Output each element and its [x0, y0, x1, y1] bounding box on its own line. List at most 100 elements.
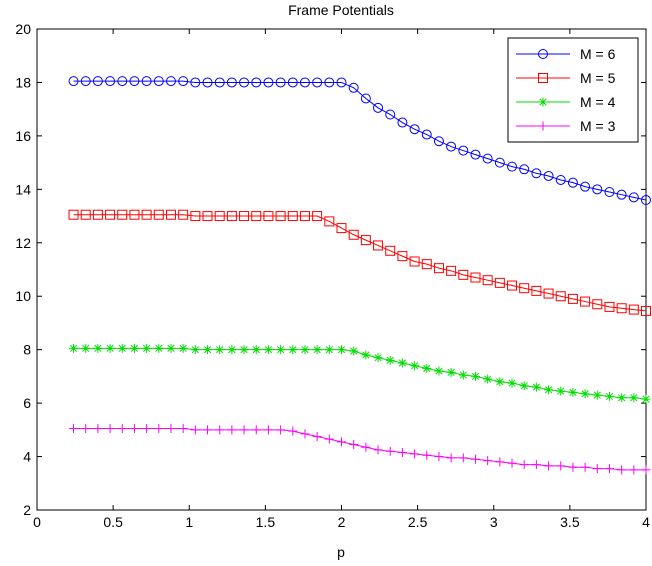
legend-entry: M = 6	[516, 46, 616, 62]
data-point	[324, 216, 335, 227]
data-point	[446, 453, 456, 463]
series-line	[73, 214, 647, 312]
data-point	[154, 343, 164, 353]
data-point	[544, 461, 554, 471]
data-point	[531, 382, 541, 392]
data-point	[531, 460, 541, 470]
data-point	[349, 440, 359, 450]
data-point	[373, 102, 384, 113]
data-point	[580, 462, 590, 472]
data-point	[336, 223, 347, 234]
legend-entry: M = 5	[516, 70, 616, 86]
data-point	[519, 164, 530, 175]
data-point	[434, 452, 444, 462]
series-line	[73, 427, 646, 471]
y-tick-label: 18	[15, 74, 31, 90]
data-point	[604, 464, 614, 474]
data-point	[543, 288, 554, 299]
data-point	[580, 296, 591, 307]
data-point	[105, 76, 116, 87]
data-point	[397, 251, 408, 262]
data-point	[482, 275, 493, 286]
data-point	[239, 345, 249, 355]
data-point	[154, 423, 164, 433]
data-point	[117, 76, 128, 87]
data-point	[153, 209, 164, 220]
data-point	[538, 73, 548, 83]
data-point	[80, 209, 91, 220]
data-point	[288, 345, 298, 355]
x-tick-label: 2.5	[408, 514, 428, 530]
data-point	[592, 184, 603, 195]
data-point	[580, 389, 590, 399]
data-point	[348, 229, 359, 240]
data-point	[312, 211, 323, 222]
data-point	[495, 377, 505, 387]
data-point	[519, 460, 529, 470]
data-point	[410, 449, 420, 459]
data-point	[433, 263, 444, 274]
data-point	[178, 76, 189, 87]
axes: 0 0.5 1 1.5 2 2.5 3 3.5 4 2 4 6 8 10 12 14 16 18 20	[15, 21, 650, 530]
data-point	[628, 304, 639, 315]
data-point	[458, 453, 468, 463]
data-point	[616, 303, 627, 314]
data-point	[373, 240, 384, 251]
data-point	[263, 77, 274, 88]
data-point	[617, 393, 627, 403]
data-point	[226, 77, 237, 88]
data-point	[92, 209, 103, 220]
x-tick-label: 0.5	[103, 514, 123, 530]
data-point	[251, 211, 262, 222]
data-point	[117, 343, 127, 353]
data-point	[519, 283, 530, 294]
data-point	[275, 211, 286, 222]
data-point	[544, 385, 554, 395]
series-3	[69, 343, 651, 404]
data-point	[142, 343, 152, 353]
data-point	[141, 76, 152, 87]
data-point	[239, 425, 249, 435]
data-point	[641, 305, 651, 316]
data-point	[494, 157, 505, 168]
data-point	[458, 269, 469, 280]
data-point	[336, 77, 347, 88]
y-tick-label: 16	[15, 128, 31, 144]
data-point	[263, 425, 273, 435]
data-point	[117, 423, 127, 433]
data-point	[470, 149, 481, 160]
data-point	[93, 343, 103, 353]
series-2	[68, 209, 651, 316]
data-point	[190, 345, 200, 355]
data-point	[288, 426, 298, 436]
x-tick-label: 0	[33, 514, 41, 530]
data-point	[299, 77, 310, 88]
y-tick-label: 20	[15, 21, 31, 37]
data-point	[507, 458, 517, 468]
data-point	[422, 450, 432, 460]
data-point	[275, 77, 286, 88]
data-point	[105, 209, 116, 220]
x-axis-label: p	[337, 544, 345, 560]
data-point	[251, 345, 261, 355]
data-point	[592, 390, 602, 400]
data-point	[556, 461, 566, 471]
data-point	[385, 355, 395, 365]
data-point	[214, 211, 225, 222]
data-point	[69, 343, 79, 353]
data-point	[385, 109, 396, 120]
data-point	[276, 425, 286, 435]
data-point	[178, 343, 188, 353]
data-point	[538, 97, 548, 107]
x-tick-label: 1.5	[256, 514, 276, 530]
data-point	[69, 423, 79, 433]
y-tick-label: 14	[15, 181, 31, 197]
data-point	[239, 211, 250, 222]
data-point	[604, 187, 615, 198]
data-point	[129, 76, 140, 87]
data-point	[324, 77, 335, 88]
data-point	[397, 448, 407, 458]
series-4	[69, 423, 651, 475]
legend-label: M = 6	[580, 46, 616, 62]
data-point	[105, 343, 115, 353]
